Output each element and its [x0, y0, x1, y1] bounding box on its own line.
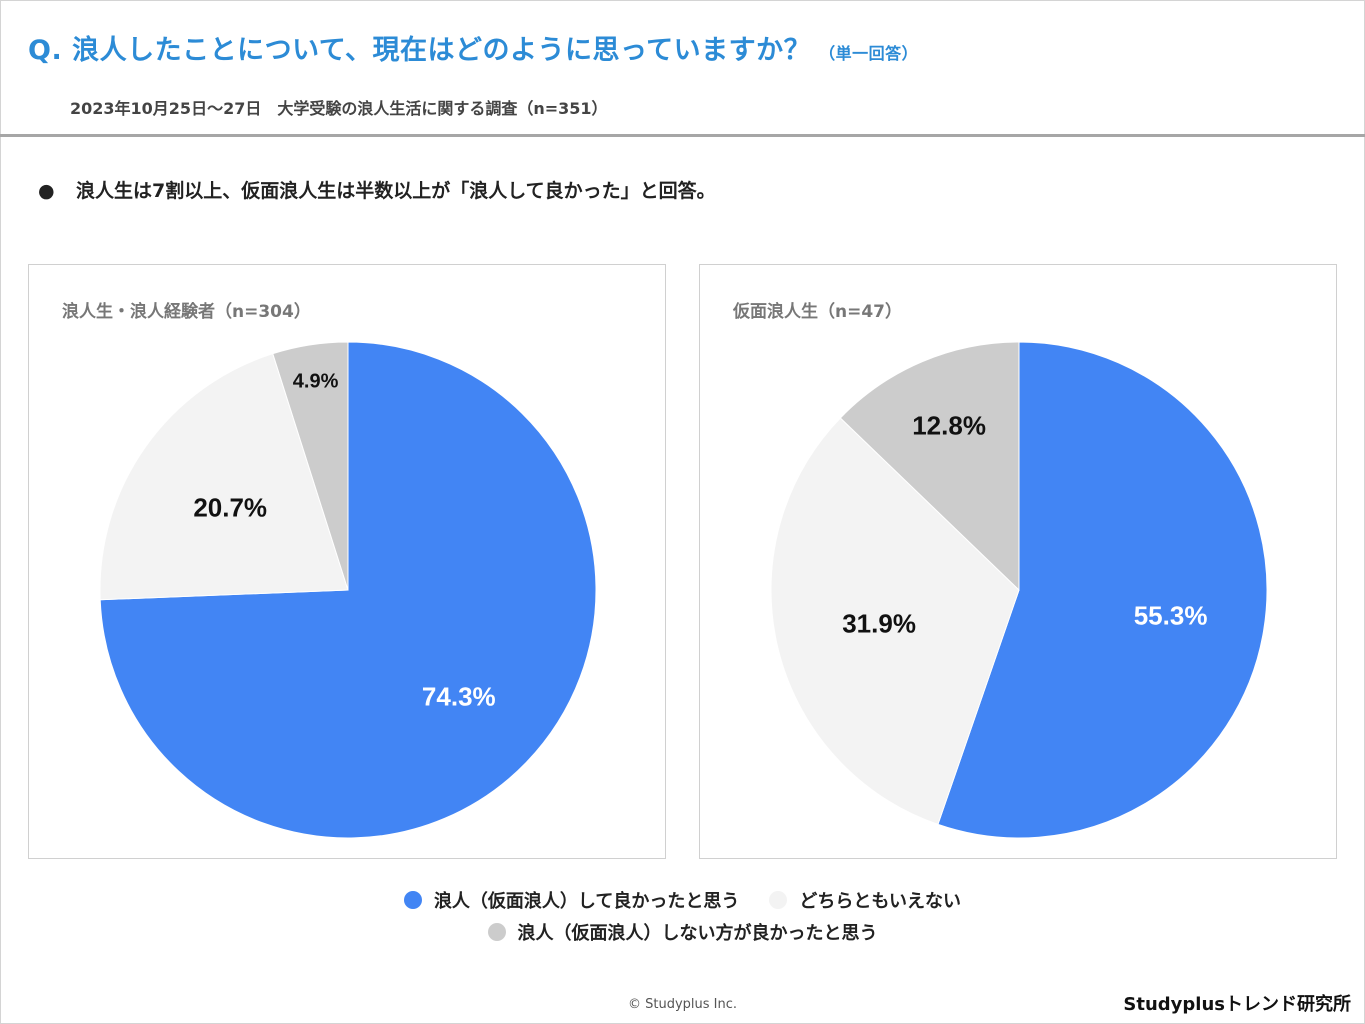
- summary-text: 浪人生は7割以上、仮面浪人生は半数以上が「浪人して良かった」と回答。: [76, 180, 716, 202]
- brand-logo: Studyplusトレンド研究所: [1123, 994, 1351, 1015]
- chart-panel-ronin: 浪人生・浪人経験者（n=304） 74.3% 20.7% 4.9%: [28, 264, 666, 859]
- chart-title: 仮面浪人生（n=47）: [733, 302, 903, 322]
- legend: 浪人（仮面浪人）して良かったと思う どちらともいえない 浪人（仮面浪人）しない方…: [0, 884, 1365, 948]
- slice-bad: [272, 341, 349, 591]
- survey-info: 2023年10月25日〜27日 大学受験の浪人生活に関する調査（n=351）: [70, 99, 608, 118]
- bullet-icon: ●: [38, 180, 55, 202]
- pie-chart-kamen-ronin: 55.3% 31.9% 12.8%: [770, 341, 1268, 839]
- legend-item-bad: 浪人（仮面浪人）しない方が良かったと思う: [487, 919, 878, 945]
- header-divider: [0, 134, 1365, 137]
- pie-chart-ronin: 74.3% 20.7% 4.9%: [99, 341, 597, 839]
- slice-neutral: [770, 417, 1020, 826]
- legend-label: 浪人（仮面浪人）しない方が良かったと思う: [517, 923, 878, 944]
- slice-good: [937, 341, 1268, 839]
- data-label: 55.3%: [1134, 601, 1208, 631]
- data-label: 20.7%: [193, 492, 267, 522]
- legend-dot-bad-icon: [487, 923, 506, 941]
- slice-neutral: [99, 353, 349, 601]
- legend-dot-neutral-icon: [769, 891, 788, 909]
- slice-bad: [839, 341, 1020, 592]
- legend-row: 浪人（仮面浪人）しない方が良かったと思う: [0, 916, 1365, 948]
- copyright: © Studyplus Inc.: [627, 997, 738, 1012]
- data-label: 74.3%: [422, 682, 496, 712]
- question-title: Q. 浪人したことについて、現在はどのように思っていますか？ （単一回答）: [28, 28, 918, 67]
- question-note: （単一回答）: [819, 44, 919, 63]
- data-label: 4.9%: [293, 371, 339, 393]
- summary: ● 浪人生は7割以上、仮面浪人生は半数以上が「浪人して良かった」と回答。: [38, 176, 716, 203]
- legend-dot-good-icon: [403, 891, 422, 909]
- data-label: 12.8%: [912, 411, 986, 441]
- header: Q. 浪人したことについて、現在はどのように思っていますか？ （単一回答） 202…: [0, 0, 1365, 134]
- legend-label: どちらともいえない: [799, 891, 962, 912]
- chart-panel-kamen-ronin: 仮面浪人生（n=47） 55.3% 31.9% 12.8%: [699, 264, 1337, 859]
- legend-label: 浪人（仮面浪人）して良かったと思う: [433, 891, 740, 912]
- chart-title: 浪人生・浪人経験者（n=304）: [62, 302, 311, 322]
- legend-item-good: 浪人（仮面浪人）して良かったと思う: [403, 887, 740, 913]
- question-text: Q. 浪人したことについて、現在はどのように思っていますか？: [28, 35, 812, 66]
- data-label: 31.9%: [842, 609, 916, 639]
- legend-item-neutral: どちらともいえない: [769, 887, 961, 913]
- legend-row: 浪人（仮面浪人）して良かったと思う どちらともいえない: [0, 884, 1365, 916]
